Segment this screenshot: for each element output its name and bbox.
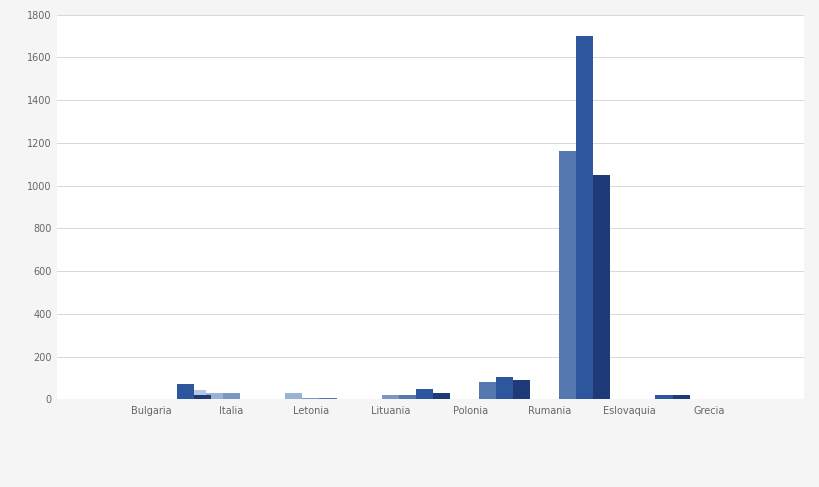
Bar (319, 398, 336, 399)
Bar (513, 380, 530, 399)
Bar (222, 393, 239, 399)
Bar (478, 382, 495, 399)
Bar (399, 394, 416, 399)
Bar (428, 396, 444, 399)
Bar (188, 391, 206, 399)
Bar (495, 377, 513, 399)
Bar (592, 175, 609, 399)
Bar (194, 395, 211, 399)
Bar (575, 36, 592, 399)
Bar (672, 394, 689, 399)
Bar (285, 393, 302, 399)
Bar (654, 395, 672, 399)
Bar (206, 393, 222, 399)
Bar (432, 393, 450, 399)
Bar (416, 389, 432, 399)
Bar (302, 397, 319, 399)
Bar (382, 395, 399, 399)
Bar (177, 384, 194, 399)
Bar (558, 151, 575, 399)
